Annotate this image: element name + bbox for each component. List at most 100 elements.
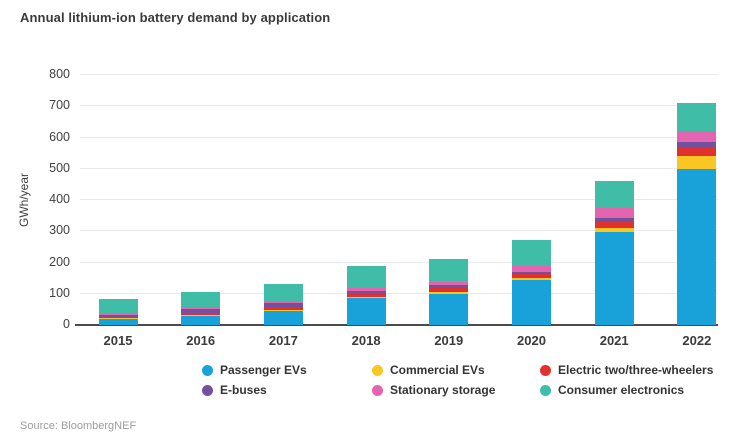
legend-dot-commercial-evs	[372, 364, 383, 376]
bar-segment-2017-passenger-evs	[263, 310, 303, 325]
bar-segment-2020-commercial-evs	[512, 278, 551, 280]
gridline-100	[80, 292, 718, 294]
legend-label-commercial-evs: Commercial EVs	[390, 363, 485, 377]
y-tick-label-600: 600	[49, 129, 70, 144]
bar-2021	[594, 181, 634, 325]
gridline-500	[80, 167, 718, 169]
bar-segment-2019-electric-two-three-wheelers	[429, 288, 469, 293]
x-tick-label-2015: 2015	[103, 333, 133, 348]
legend-dot-passenger-evs	[202, 364, 213, 376]
bar-segment-2018-electric-two-three-wheelers	[346, 294, 386, 297]
bar-2015	[98, 299, 138, 325]
bar-segment-2016-electric-two-three-wheelers	[181, 313, 221, 315]
bar-segment-2016-consumer-electronics	[181, 291, 221, 308]
bar-segment-2017-consumer-electronics	[263, 283, 303, 302]
bar-segment-2019-passenger-evs	[429, 293, 469, 325]
x-tick-label-2018: 2018	[351, 333, 381, 348]
y-tick-label-800: 800	[49, 67, 70, 81]
bar-segment-2017-stationary-storage	[263, 301, 303, 304]
legend-dot-e-buses	[202, 384, 213, 396]
gridline-700	[80, 105, 718, 107]
gridline-300	[80, 230, 718, 232]
legend-label-passenger-evs: Passenger EVs	[220, 363, 307, 377]
bar-2019	[429, 258, 469, 325]
bar-segment-2016-passenger-evs	[181, 315, 221, 325]
bar-segment-2015-passenger-evs	[98, 318, 138, 325]
bar-segment-2022-consumer-electronics	[677, 102, 717, 131]
legend-item-e-buses: E-buses	[202, 383, 372, 397]
legend-item-commercial-evs: Commercial EVs	[372, 363, 540, 377]
y-tick-label-0: 0	[63, 317, 70, 331]
y-tick-label-700: 700	[49, 98, 70, 113]
y-tick-label-500: 500	[49, 160, 70, 175]
x-tick-label-2021: 2021	[599, 333, 629, 348]
x-tick-label-2019: 2019	[434, 333, 464, 348]
bar-2018	[346, 265, 386, 325]
x-axis-line	[75, 324, 718, 326]
bar-segment-2021-e-buses	[594, 217, 634, 222]
legend-label-e-buses: E-buses	[220, 383, 267, 397]
bar-segment-2021-consumer-electronics	[594, 181, 634, 209]
bar-segment-2016-stationary-storage	[181, 307, 221, 310]
bar-segment-2019-commercial-evs	[429, 292, 469, 294]
legend-item-passenger-evs: Passenger EVs	[202, 363, 372, 377]
source-note: Source: BloombergNEF	[20, 420, 137, 432]
legend-label-electric-two-three-wheelers: Electric two/three-wheelers	[558, 363, 714, 377]
bar-segment-2018-consumer-electronics	[346, 265, 386, 289]
y-tick-label-100: 100	[49, 285, 70, 300]
bar-segment-2017-commercial-evs	[263, 309, 303, 311]
bar-segment-2019-consumer-electronics	[429, 258, 469, 282]
bar-2017	[263, 283, 303, 325]
bar-segment-2015-stationary-storage	[98, 314, 138, 315]
bar-segment-2019-e-buses	[429, 285, 469, 289]
bar-segment-2021-stationary-storage	[594, 208, 634, 218]
bar-segment-2015-electric-two-three-wheelers	[98, 317, 138, 319]
legend-dot-stationary-storage	[372, 384, 383, 396]
gridline-600	[80, 136, 718, 138]
bar-segment-2022-stationary-storage	[677, 130, 717, 142]
bar-segment-2016-e-buses	[181, 309, 221, 314]
bar-segment-2022-commercial-evs	[677, 156, 717, 169]
bar-segment-2020-e-buses	[512, 271, 551, 275]
bar-segment-2020-passenger-evs	[512, 280, 551, 325]
bar-2016	[181, 291, 221, 325]
y-tick-label-300: 300	[49, 223, 70, 238]
bar-segment-2015-e-buses	[98, 314, 138, 318]
bar-segment-2015-consumer-electronics	[98, 299, 138, 315]
bar-segment-2021-commercial-evs	[594, 228, 634, 233]
bar-segment-2016-commercial-evs	[181, 315, 221, 316]
y-tick-label-400: 400	[49, 192, 70, 206]
x-tick-label-2020: 2020	[517, 333, 546, 348]
legend-item-electric-two-three-wheelers: Electric two/three-wheelers	[540, 363, 713, 377]
bar-segment-2022-electric-two-three-wheelers	[677, 146, 717, 157]
bar-segment-2019-stationary-storage	[429, 281, 469, 286]
bar-2022	[677, 102, 717, 325]
gridline-200	[80, 261, 718, 263]
bar-segment-2017-electric-two-three-wheelers	[263, 308, 303, 310]
gridline-800	[80, 74, 718, 75]
bar-segment-2018-stationary-storage	[346, 288, 386, 291]
legend-item-consumer-electronics: Consumer electronics	[540, 383, 713, 397]
bar-segment-2020-stationary-storage	[512, 266, 551, 272]
y-tick-label-200: 200	[49, 254, 70, 269]
bar-segment-2017-e-buses	[263, 303, 303, 309]
legend-label-consumer-electronics: Consumer electronics	[558, 383, 685, 397]
x-tick-label-2016: 2016	[186, 333, 216, 348]
plot-area	[75, 74, 718, 326]
bar-segment-2020-electric-two-three-wheelers	[512, 274, 551, 279]
gridline-400	[80, 199, 718, 200]
bar-2020	[512, 240, 551, 325]
bar-segment-2021-electric-two-three-wheelers	[594, 221, 634, 229]
bar-segment-2018-commercial-evs	[346, 296, 386, 299]
legend-item-stationary-storage: Stationary storage	[372, 383, 540, 397]
bar-segment-2022-passenger-evs	[677, 168, 717, 325]
bar-segment-2022-e-buses	[677, 141, 717, 147]
bar-segment-2018-passenger-evs	[346, 298, 386, 325]
legend-dot-consumer-electronics	[540, 384, 551, 396]
x-tick-label-2022: 2022	[682, 333, 712, 348]
legend-label-stationary-storage: Stationary storage	[390, 383, 496, 397]
legend: Passenger EVs Commercial EVs Electric two/…	[202, 363, 713, 397]
chart-title: Annual lithium-ion battery demand by app…	[20, 10, 331, 25]
x-tick-label-2017: 2017	[268, 333, 298, 348]
